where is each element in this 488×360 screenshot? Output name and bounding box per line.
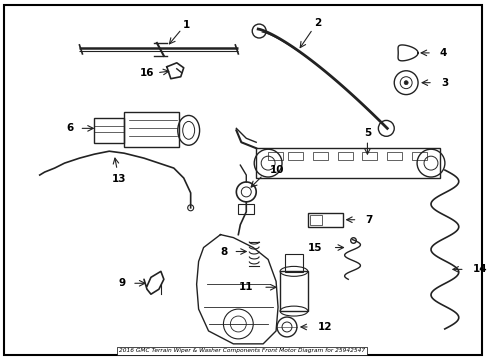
- Text: 14: 14: [472, 264, 487, 274]
- Bar: [238, 204, 254, 214]
- Text: 7: 7: [365, 215, 372, 225]
- Bar: [94, 118, 124, 143]
- Text: 5: 5: [363, 128, 370, 138]
- Text: 3: 3: [440, 78, 447, 88]
- Bar: [337, 152, 352, 160]
- Bar: [124, 112, 179, 147]
- Text: 1: 1: [183, 20, 190, 30]
- Text: 10: 10: [269, 165, 284, 175]
- Bar: [307, 213, 342, 227]
- Text: 9: 9: [119, 278, 125, 288]
- Bar: [411, 152, 426, 160]
- Text: 8: 8: [221, 247, 227, 257]
- Text: 2: 2: [313, 18, 321, 28]
- Bar: [267, 152, 283, 160]
- Text: 15: 15: [307, 243, 322, 252]
- Bar: [312, 152, 327, 160]
- Bar: [287, 152, 302, 160]
- Text: 4: 4: [439, 48, 447, 58]
- Bar: [362, 152, 377, 160]
- Bar: [285, 255, 302, 273]
- Bar: [386, 152, 401, 160]
- Circle shape: [404, 81, 407, 85]
- Text: 12: 12: [317, 322, 332, 332]
- Text: 2016 GMC Terrain Wiper & Washer Components Front Motor Diagram for 25942547: 2016 GMC Terrain Wiper & Washer Componen…: [119, 348, 365, 353]
- Text: 16: 16: [140, 68, 154, 78]
- Bar: [309, 215, 321, 225]
- Text: 11: 11: [238, 282, 253, 292]
- Text: 13: 13: [112, 174, 126, 184]
- Bar: [256, 148, 439, 178]
- Bar: [280, 271, 307, 311]
- Text: 6: 6: [66, 123, 73, 133]
